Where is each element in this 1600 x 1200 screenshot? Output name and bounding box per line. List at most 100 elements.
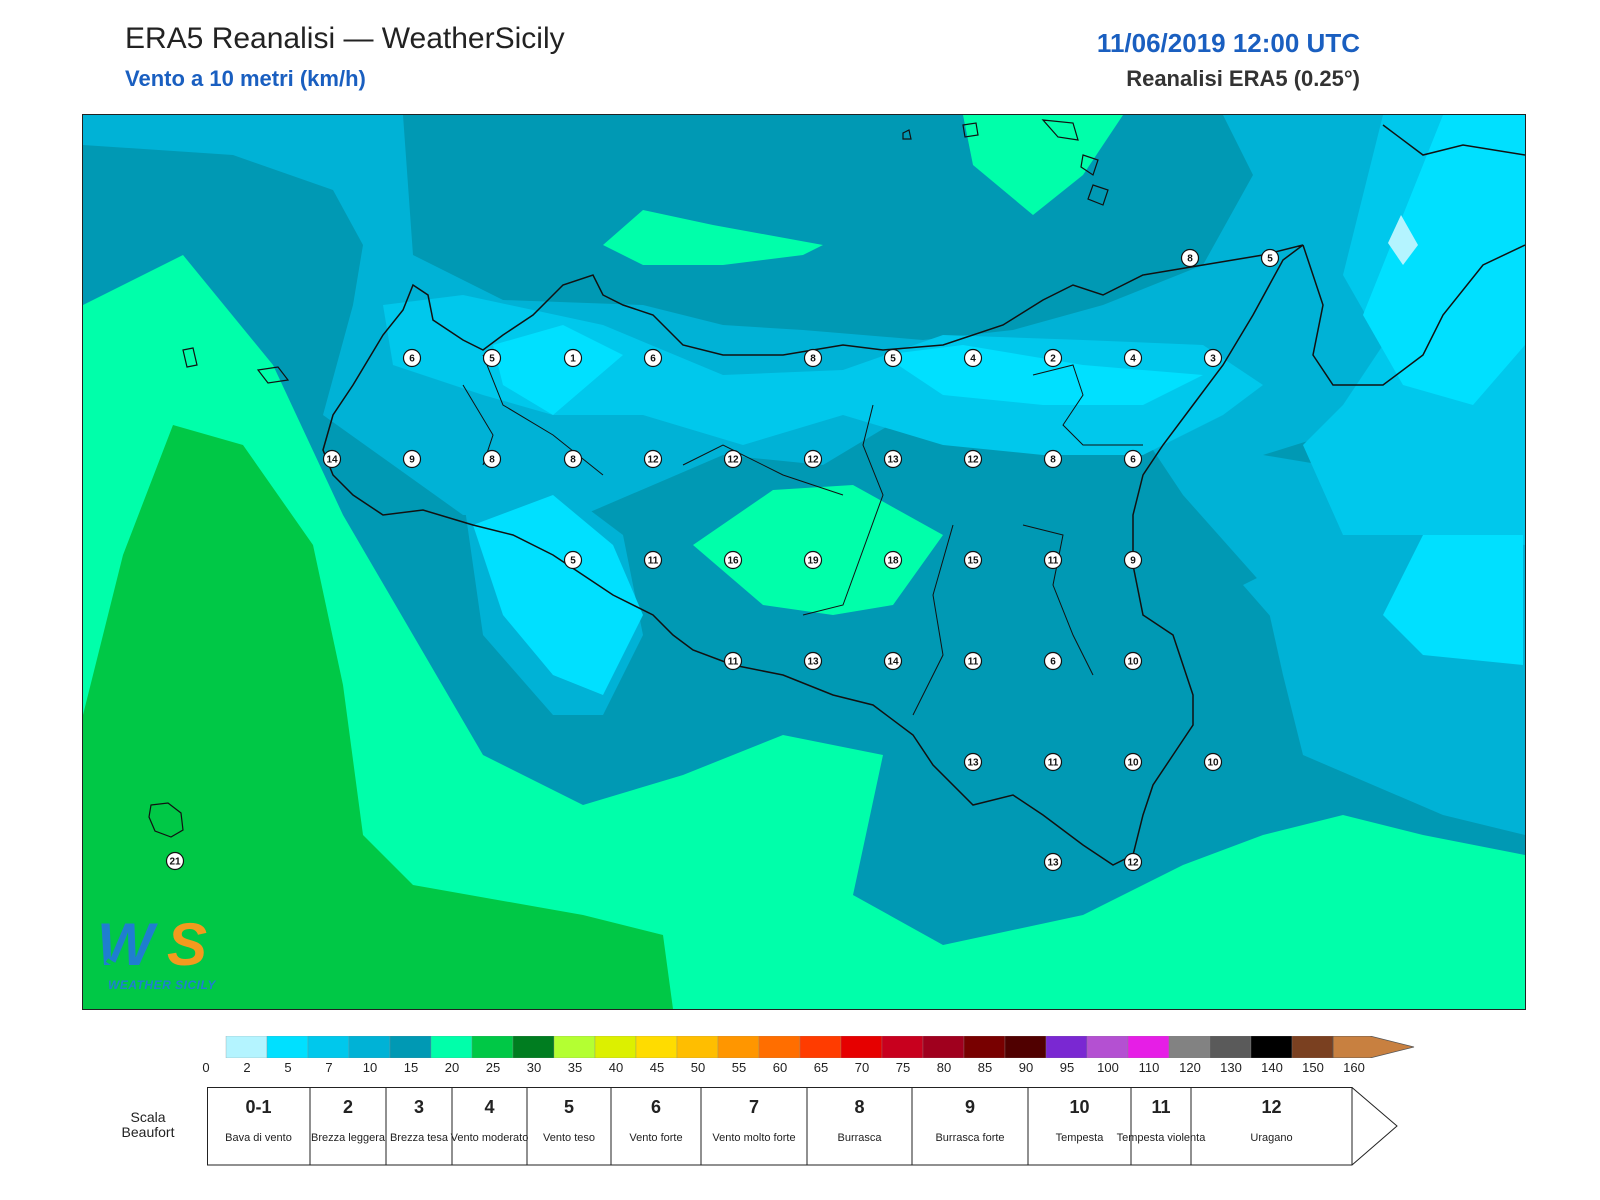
wind-point-value: 12 — [647, 455, 659, 466]
field-ionian-lighter — [1363, 115, 1525, 405]
wind-point-value: 14 — [326, 455, 338, 466]
wind-point-marker: 14 — [883, 651, 903, 671]
colorbar-swatch — [676, 1036, 719, 1058]
wind-point-value: 11 — [968, 657, 979, 668]
wind-point-circle — [803, 550, 823, 570]
wind-point-marker: 11 — [643, 550, 663, 570]
wind-point-marker: 2 — [1043, 348, 1063, 368]
wind-point-circle — [963, 752, 983, 772]
wind-field-svg: 8 56 5 1 6 8 5 4 2 4 314 9 8 8 12 12 12 13 12 8 65 11 16 19 18 15… — [83, 115, 1525, 1009]
colorbar-swatch — [307, 1036, 350, 1058]
wind-point-marker: 13 — [803, 651, 823, 671]
colorbar-tick-label: 7 — [325, 1060, 333, 1075]
wind-point-marker: 16 — [723, 550, 743, 570]
beaufort-class-description: Uragano — [1250, 1132, 1293, 1144]
colorbar-swatch — [635, 1036, 678, 1058]
wind-point-value: 11 — [728, 657, 739, 668]
wind-point-circle — [482, 449, 502, 469]
beaufort-class-number: 2 — [342, 1097, 354, 1117]
colorbar-swatch — [1004, 1036, 1047, 1058]
wind-point-marker: 8 — [803, 348, 823, 368]
beaufort-class-description: Burrasca — [837, 1132, 882, 1144]
wind-point-marker: 11 — [963, 651, 983, 671]
colorbar-swatch — [922, 1036, 965, 1058]
colorbar-swatch — [840, 1036, 883, 1058]
colorbar-tick-label: 25 — [485, 1060, 501, 1075]
colorbar-swatch — [963, 1036, 1006, 1058]
wind-point-circle — [963, 550, 983, 570]
colorbar-tick-label: 85 — [977, 1060, 993, 1075]
field-inland-green — [693, 485, 943, 615]
colorbar-swatch — [389, 1036, 432, 1058]
pantelleria-island — [148, 802, 184, 838]
wind-point-value: 6 — [650, 354, 656, 365]
wind-point-value: 9 — [1130, 556, 1136, 567]
wind-point-circle — [723, 550, 743, 570]
colorbar-tick-label: 30 — [526, 1060, 542, 1075]
wind-point-value: 5 — [890, 354, 896, 365]
wind-point-circle — [1043, 550, 1063, 570]
wind-point-marker: 6 — [1043, 651, 1063, 671]
wind-point-value: 8 — [570, 455, 576, 466]
wind-point-value: 13 — [887, 455, 899, 466]
wind-point-value: 12 — [807, 455, 819, 466]
wind-point-value: 11 — [648, 556, 659, 567]
wind-point-circle — [963, 449, 983, 469]
wind-point-value: 14 — [887, 657, 899, 668]
wind-point-marker: 10 — [1203, 752, 1223, 772]
beaufort-class-number: 8 — [854, 1097, 865, 1117]
colorbar-tick-label: 20 — [444, 1060, 460, 1075]
wind-point-value: 4 — [1130, 354, 1136, 365]
wind-point-value: 13 — [967, 758, 979, 769]
wind-point-circle — [1043, 651, 1063, 671]
wind-point-marker: 12 — [1123, 852, 1143, 872]
colorbar-swatch — [1250, 1036, 1293, 1058]
colorbar-swatch — [225, 1036, 268, 1058]
wind-point-value: 10 — [1127, 758, 1139, 769]
wind-point-value: 5 — [489, 354, 495, 365]
wind-point-marker: 12 — [643, 449, 663, 469]
wind-point-value: 9 — [409, 455, 415, 466]
colorbar-tick-label: 65 — [813, 1060, 829, 1075]
forecast-datetime: 11/06/2019 12:00 UTC — [1096, 28, 1360, 58]
wind-point-marker: 5 — [1260, 248, 1280, 268]
wind-point-value: 13 — [807, 657, 819, 668]
colorbar-tick-label: 130 — [1220, 1060, 1242, 1075]
svg-text:S: S — [167, 911, 207, 978]
wind-point-value: 10 — [1207, 758, 1219, 769]
aeolian-islands — [902, 119, 1109, 206]
wind-point-value: 12 — [1127, 858, 1139, 869]
wind-point-circle — [563, 348, 583, 368]
field-north-light — [383, 295, 1263, 455]
colorbar-swatch — [799, 1036, 842, 1058]
wind-point-value: 12 — [727, 455, 739, 466]
colorbar-swatch — [471, 1036, 514, 1058]
wind-point-value: 8 — [810, 354, 816, 365]
wind-point-circle — [883, 651, 903, 671]
wind-map: 8 5 6 5 1 6 8 5 4 2 4 3 14 9 8 8 12 12 12 13 12 8 6 5 11 16 19 18 15… — [82, 114, 1526, 1010]
wind-point-marker: 12 — [963, 449, 983, 469]
colorbar-swatch — [1086, 1036, 1129, 1058]
colorbar-tick-label: 35 — [567, 1060, 583, 1075]
wind-point-value: 4 — [970, 354, 976, 365]
beaufort-scale — [207, 1087, 1398, 1166]
wind-point-circle — [883, 550, 903, 570]
wind-point-circle — [1180, 248, 1200, 268]
wind-point-marker: 12 — [803, 449, 823, 469]
colorbar-tick-label: 50 — [690, 1060, 706, 1075]
field-south-green — [83, 255, 1525, 1009]
wind-point-circle — [165, 851, 185, 871]
wind-point-marker: 9 — [402, 449, 422, 469]
wind-point-value: 16 — [727, 556, 739, 567]
beaufort-class-number: 7 — [748, 1097, 760, 1117]
colorbar-swatch — [758, 1036, 801, 1058]
wind-point-circle — [1123, 651, 1143, 671]
wind-point-circle — [1123, 852, 1143, 872]
wind-point-marker: 6 — [643, 348, 663, 368]
wind-point-value: 1 — [570, 354, 576, 365]
wind-point-circle — [1043, 852, 1063, 872]
field-strong-green — [83, 425, 673, 1009]
wind-point-marker: 12 — [723, 449, 743, 469]
wind-point-circle — [963, 348, 983, 368]
colorbar-tick-label: 110 — [1138, 1060, 1160, 1075]
